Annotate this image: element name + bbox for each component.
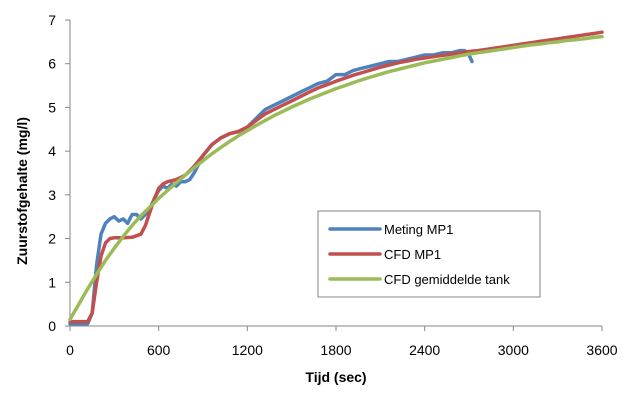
x-tick-label: 0 xyxy=(66,342,74,358)
tick-labels: 0 1 2 3 4 5 6 7 0 600 1200 1800 2400 3000 3600 xyxy=(48,12,618,358)
series-line-2 xyxy=(68,30,604,324)
y-tick-label: 3 xyxy=(48,187,56,203)
y-tick-label: 0 xyxy=(48,318,56,334)
y-tick-label: 2 xyxy=(48,231,56,247)
y-tick-label: 6 xyxy=(48,56,56,72)
x-tick-label: 2400 xyxy=(409,342,440,358)
y-tick-label: 1 xyxy=(48,274,56,290)
x-axis-title: Tijd (sec) xyxy=(305,369,366,385)
y-tick-label: 7 xyxy=(48,12,56,28)
x-tick-label: 3000 xyxy=(498,342,529,358)
x-tick-label: 3600 xyxy=(586,342,617,358)
legend-label-1: Meting MP1 xyxy=(384,222,453,237)
x-tick-label: 1800 xyxy=(320,342,351,358)
x-tick-label: 600 xyxy=(147,342,171,358)
y-axis-title: Zuurstofgehalte (mg/l) xyxy=(14,117,30,265)
x-tick-label: 1200 xyxy=(232,342,263,358)
legend-label-3: CFD gemiddelde tank xyxy=(384,272,510,287)
y-tick-label: 4 xyxy=(48,143,56,159)
y-tick-label: 5 xyxy=(48,99,56,115)
axes xyxy=(65,19,603,331)
legend: Meting MP1 CFD MP1 CFD gemiddelde tank xyxy=(317,210,541,298)
series-layer xyxy=(68,30,604,326)
series-line-3 xyxy=(68,34,604,322)
legend-label-2: CFD MP1 xyxy=(384,247,441,262)
